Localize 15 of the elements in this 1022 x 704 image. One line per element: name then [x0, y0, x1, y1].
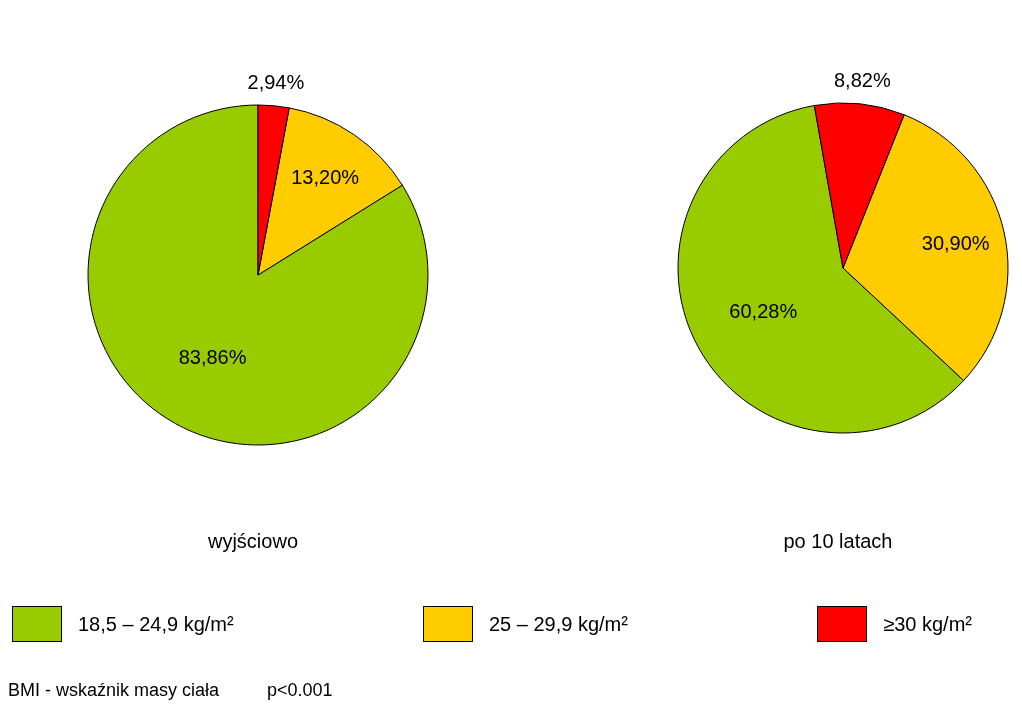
data-label: 13,20% — [291, 165, 360, 188]
data-label: 30,90% — [921, 231, 990, 254]
legend-label: 18,5 – 24,9 kg/m² — [78, 612, 234, 636]
text: BMI - wskaźnik masy ciała — [8, 680, 220, 701]
legend-label: 25 – 29,9 kg/m² — [488, 612, 628, 636]
text: p<0.001 — [267, 680, 333, 701]
data-label: 8,82% — [833, 68, 891, 91]
text: wyjściowo — [207, 530, 299, 553]
data-label: 60,28% — [729, 300, 798, 323]
data-label: 2,94% — [247, 70, 305, 93]
pie-slice — [257, 107, 403, 276]
text: po 10 latach — [782, 530, 894, 553]
legend-label: ≥30 kg/m² — [883, 612, 972, 636]
data-label: 83,86% — [178, 345, 247, 368]
pie-slice — [87, 104, 429, 446]
